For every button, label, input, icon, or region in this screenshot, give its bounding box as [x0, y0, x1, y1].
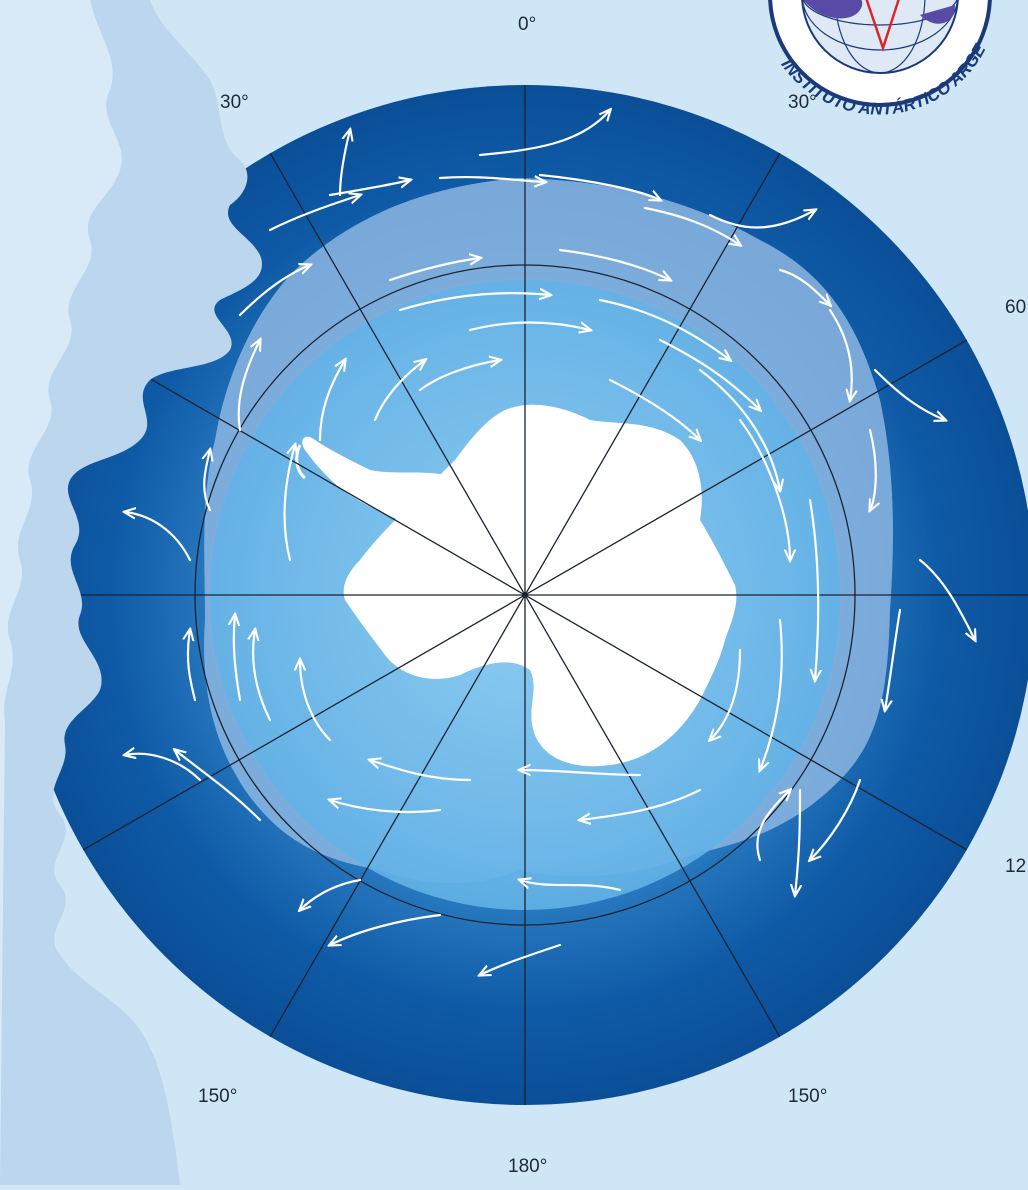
label-lon-60: 60 — [1005, 297, 1026, 318]
flow-arrow — [338, 130, 350, 197]
label-lon-150-left: 150° — [198, 1086, 237, 1107]
flow-arrow — [760, 618, 783, 770]
flow-arrow — [658, 338, 760, 410]
flow-arrow — [870, 428, 876, 510]
logo-continent-2 — [920, 5, 955, 24]
flow-arrow — [283, 445, 295, 562]
logo-red-v — [865, 0, 900, 52]
label-lon-180: 180° — [508, 1156, 547, 1177]
flow-arrow — [237, 340, 260, 432]
flow-arrow — [238, 265, 310, 317]
flow-arrow — [778, 268, 830, 305]
label-lon-30-left: 30° — [220, 92, 249, 113]
peninsula-islands — [295, 444, 307, 480]
flow-arrow — [175, 750, 262, 822]
flow-arrow — [708, 210, 815, 229]
flow-arrow — [538, 173, 660, 200]
flow-arrow — [125, 754, 202, 782]
south-pole-point — [522, 592, 528, 598]
flow-arrow — [438, 177, 545, 182]
flow-arrow — [558, 248, 670, 280]
flow-arrow — [520, 880, 622, 892]
flow-arrow — [234, 615, 242, 702]
flow-arrow — [478, 110, 610, 157]
flow-arrow — [268, 195, 360, 232]
flow-arrow — [520, 770, 642, 775]
flow-arrow — [873, 368, 945, 420]
flow-arrow — [598, 298, 730, 360]
flow-arrow — [643, 206, 740, 245]
flow-arrow — [756, 790, 790, 862]
flow-arrow — [480, 943, 562, 975]
flow-arrow — [738, 418, 790, 560]
antarctic-peninsula — [302, 436, 445, 523]
flow-arrow — [318, 360, 345, 442]
flow-arrow — [330, 913, 442, 945]
flow-arrow — [580, 788, 702, 820]
flow-arrow — [300, 660, 332, 742]
flow-arrow — [468, 321, 590, 331]
flow-arrow — [885, 608, 902, 710]
label-lon-0: 0° — [518, 14, 536, 35]
flow-arrow — [204, 450, 210, 512]
logo-continent — [803, 0, 863, 19]
flow-arrow — [370, 760, 472, 782]
flow-arrow — [608, 378, 700, 440]
degree-labels: 0° 30° 30° 60 12 150° 150° 180° — [198, 14, 1026, 1177]
flow-arrows — [125, 110, 975, 975]
flow-arrow — [388, 258, 480, 282]
flow-arrow — [373, 360, 425, 422]
flow-arrow — [698, 368, 780, 490]
flow-arrow — [125, 512, 192, 562]
flow-arrow — [810, 778, 862, 860]
label-lon-150-right: 150° — [788, 1086, 827, 1107]
left-decorative-strip-dark — [0, 0, 122, 1185]
flow-arrow — [398, 293, 550, 312]
antarctica-landmass — [343, 404, 737, 767]
flow-arrow — [418, 360, 500, 392]
flow-arrow — [795, 788, 800, 895]
flow-arrow — [710, 648, 742, 740]
flow-arrow — [188, 630, 197, 702]
flow-arrow — [300, 878, 362, 910]
label-lon-120: 12 — [1005, 856, 1026, 877]
flow-arrow — [808, 498, 818, 680]
label-lon-30-right: 30° — [788, 92, 817, 113]
flow-arrow — [330, 800, 442, 814]
flow-arrow — [918, 558, 975, 640]
logo-globe-grid — [801, 0, 959, 74]
flow-arrow — [828, 308, 852, 400]
flow-arrow — [253, 630, 272, 722]
